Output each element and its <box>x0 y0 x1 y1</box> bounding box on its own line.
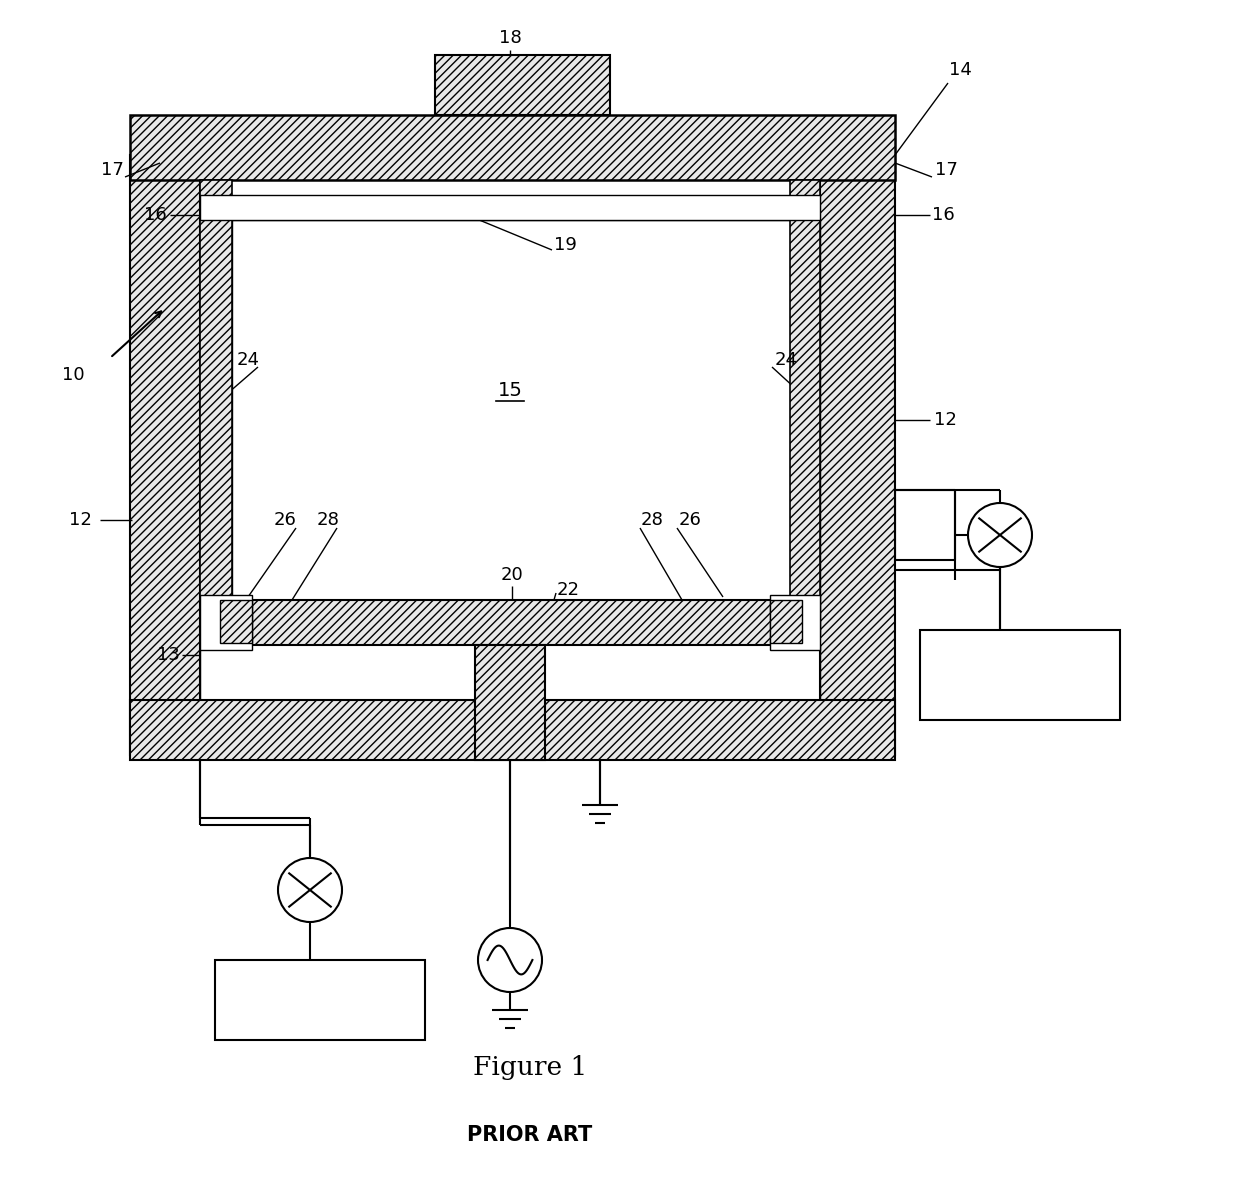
Circle shape <box>477 927 542 993</box>
Text: 14: 14 <box>949 62 971 79</box>
Text: 18: 18 <box>498 30 521 47</box>
Text: 16: 16 <box>931 206 955 224</box>
Text: 12: 12 <box>934 411 956 429</box>
Bar <box>790 180 820 635</box>
Text: PRIOR ART: PRIOR ART <box>467 1125 593 1145</box>
Bar <box>920 631 1120 720</box>
Text: Figure 1: Figure 1 <box>472 1055 587 1080</box>
Circle shape <box>278 858 342 922</box>
Bar <box>130 115 895 180</box>
Text: 13: 13 <box>156 646 180 664</box>
Text: 28: 28 <box>316 511 340 529</box>
Bar <box>130 155 200 755</box>
Bar <box>219 600 252 644</box>
Text: 24: 24 <box>237 351 259 369</box>
Text: 20: 20 <box>501 565 523 584</box>
Text: 17: 17 <box>100 161 124 179</box>
Bar <box>200 180 232 635</box>
Bar <box>475 645 546 759</box>
Text: 26: 26 <box>678 511 702 529</box>
Bar <box>435 54 610 115</box>
Bar <box>246 600 790 645</box>
Bar <box>200 595 252 649</box>
Bar <box>215 959 425 1040</box>
Text: 24: 24 <box>775 351 797 369</box>
Bar <box>820 155 895 755</box>
Bar <box>200 195 820 220</box>
Text: 12: 12 <box>68 511 92 529</box>
Bar <box>770 595 820 649</box>
Bar <box>130 700 895 759</box>
Text: 19: 19 <box>553 235 577 254</box>
Text: 22: 22 <box>557 581 579 599</box>
Text: 28: 28 <box>641 511 663 529</box>
Text: 17: 17 <box>935 161 957 179</box>
Bar <box>770 600 802 644</box>
Circle shape <box>968 503 1032 567</box>
Text: 26: 26 <box>274 511 296 529</box>
Text: 10: 10 <box>62 366 84 384</box>
Text: 16: 16 <box>144 206 166 224</box>
Text: 15: 15 <box>497 381 522 400</box>
